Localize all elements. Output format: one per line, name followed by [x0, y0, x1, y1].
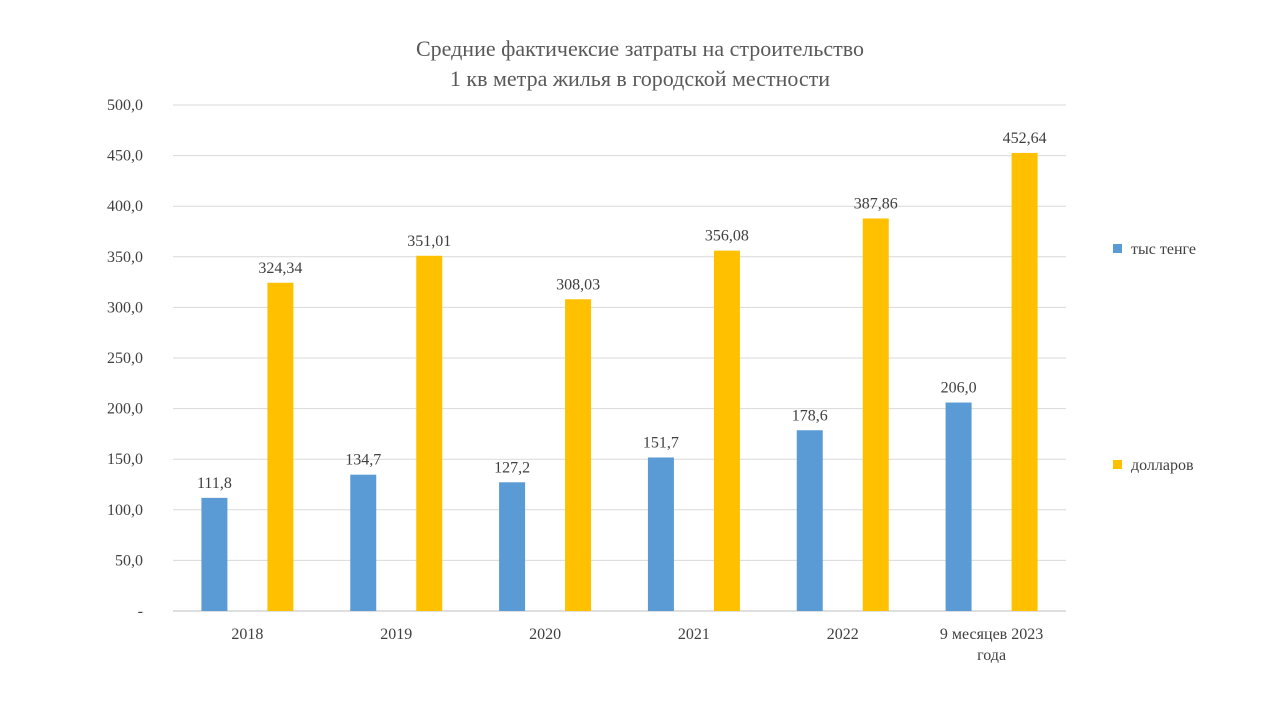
x-tick-label: 2020 — [529, 626, 561, 643]
legend-label: тыс тенге — [1131, 241, 1196, 258]
y-tick-label: 100,0 — [107, 502, 143, 519]
x-tick-label: 2022 — [827, 626, 859, 643]
y-axis: - 50,0 100,0 150,0 200,0 250,0 300,0 350,0 400,0… — [107, 97, 143, 620]
data-label: 452,64 — [1003, 130, 1047, 147]
data-label: 324,34 — [258, 260, 302, 277]
bar-tenge — [796, 430, 823, 611]
gridlines — [173, 104, 1066, 612]
bar-dollars — [267, 282, 294, 611]
bar-tenge — [945, 402, 972, 611]
x-axis: 2018 2019 2020 2021 2022 9 месяцев 2023 года — [231, 626, 1043, 664]
data-label: 134,7 — [345, 452, 381, 469]
bar-tenge — [499, 482, 526, 611]
data-label: 356,08 — [705, 228, 749, 245]
bar-dollars — [713, 250, 740, 611]
y-tick-label: 300,0 — [107, 299, 143, 316]
bar-dollars — [862, 218, 889, 611]
y-tick-label: - — [138, 603, 143, 620]
bar-tenge — [350, 474, 377, 611]
y-tick-label: 50,0 — [115, 552, 143, 569]
data-label: 387,86 — [854, 195, 898, 212]
y-tick-label: 250,0 — [107, 350, 143, 367]
y-tick-label: 400,0 — [107, 198, 143, 215]
legend-swatch — [1113, 244, 1122, 253]
x-tick-label: 2018 — [231, 626, 263, 643]
y-tick-label: 350,0 — [107, 249, 143, 266]
bar-dollars — [565, 299, 592, 611]
data-label: 351,01 — [407, 233, 451, 250]
x-tick-label: 2019 — [380, 626, 412, 643]
bar-tenge — [201, 497, 228, 611]
bar-tenge — [647, 457, 674, 611]
x-tick-label: 2021 — [678, 626, 710, 643]
data-label: 127,2 — [494, 459, 530, 476]
legend-swatch — [1113, 460, 1122, 469]
legend-label: долларов — [1131, 457, 1194, 474]
data-label: 178,6 — [792, 407, 828, 424]
x-tick-label: 9 месяцев 2023 года — [940, 626, 1043, 664]
bar-dollars — [416, 255, 443, 611]
chart-title: Средние фактичексие затраты на строитель… — [0, 34, 1280, 94]
data-label: 206,0 — [941, 380, 977, 397]
y-tick-label: 150,0 — [107, 451, 143, 468]
data-label: 151,7 — [643, 434, 679, 451]
chart-title-line-2: 1 кв метра жилья в городской местности — [449, 66, 831, 91]
y-tick-label: 200,0 — [107, 401, 143, 418]
data-label: 111,8 — [197, 475, 232, 492]
bar-dollars — [1011, 152, 1038, 611]
y-tick-label: 500,0 — [107, 97, 143, 114]
y-tick-label: 450,0 — [107, 148, 143, 165]
legend: тыс тенге долларов — [1113, 241, 1196, 474]
data-label: 308,03 — [556, 276, 600, 293]
bars: 111,8 134,7 127,2 151,7 178,6 206,0 324,34 351,… — [197, 130, 1047, 611]
chart-title-line-1: Средние фактичексие затраты на строитель… — [415, 36, 865, 61]
